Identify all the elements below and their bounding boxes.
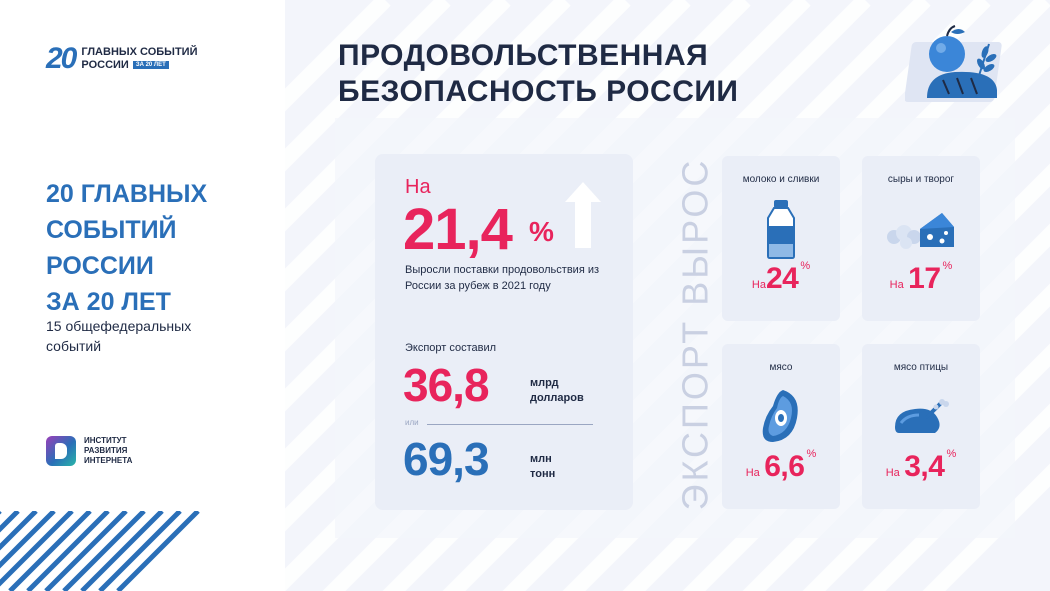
meat-steak-icon [762,389,798,442]
or-label: или [405,418,419,427]
unit-line: млн [530,453,552,465]
value-number: 24 [765,262,799,295]
sidebar-subtitle: 15 общефедеральных событий [46,318,192,354]
value-prefix: На [745,467,760,479]
growth-description: Выросли поставки продовольствия из Росси… [405,264,600,292]
category-card-meat: мясо На 6,6% [722,344,840,509]
decorative-stripes [0,511,200,591]
growth-value: 21,4 [403,197,513,262]
value-prefix: На [751,279,766,291]
sidebar-title-line: ЗА 20 ЛЕТ [46,288,171,316]
export-label: Экспорт составил [405,342,497,354]
logo-tag: ЗА 20 ЛЕТ [132,61,169,70]
category-label: мясо [769,362,793,373]
institute-line: ИНСТИТУТ [84,436,127,445]
vertical-label: ЭКСПОРТ ВЫРОС [672,157,718,511]
sidebar: 20 ГЛАВНЫХ СОБЫТИЙ РОССИИ ЗА 20 ЛЕТ 20 ГЛ… [0,0,285,591]
page-title: ПРОДОВОЛЬСТВЕННАЯ БЕЗОПАСНОСТЬ РОССИИ [338,38,739,110]
divider [427,424,593,425]
unit-line: тонн [530,468,556,480]
export-value-usd: 36,8 [403,359,490,411]
export-unit-tons: млн тонн [530,452,555,482]
category-card-poultry: мясо птицы На 3,4% [862,344,980,509]
category-label: сыры и творог [887,174,955,185]
export-value-tons: 69,3 [403,433,490,485]
logo-number: 20 [46,42,77,75]
logo-line-1: ГЛАВНЫХ СОБЫТИЙ [81,46,198,58]
page-title-line: ПРОДОВОЛЬСТВЕННАЯ [338,39,709,72]
main-stat-panel: На 21,4 % Выросли поставки продовольстви… [375,154,633,510]
value-unit: % [806,448,817,460]
sidebar-title-line: 20 ГЛАВНЫХ [46,180,208,208]
unit-line: млрд [530,377,559,389]
value-prefix: На [885,467,900,479]
growth-unit: % [529,216,554,247]
category-value: На24% [722,260,840,296]
milk-bottle-icon [767,199,795,259]
institute-logo: ИНСТИТУТ РАЗВИТИЯ ИНТЕРНЕТА [46,436,132,466]
vertical-label-text: ЭКСПОРТ ВЫРОС [674,157,715,511]
institute-line: ИНТЕРНЕТА [84,456,133,465]
cheese-icon [887,212,954,249]
sidebar-title: 20 ГЛАВНЫХ СОБЫТИЙ РОССИИ ЗА 20 ЛЕТ [46,176,207,320]
category-label: мясо птицы [893,362,949,373]
category-value: На 17% [862,260,980,296]
category-label: молоко и сливки [742,174,820,185]
value-unit: % [800,260,811,272]
logo-line-2: РОССИИ [81,59,129,71]
institute-line: РАЗВИТИЯ [84,446,128,455]
category-value: На 3,4% [862,448,980,484]
category-value: На 6,6% [722,448,840,484]
unit-line: долларов [530,392,584,404]
sidebar-title-line: СОБЫТИЙ [46,216,177,244]
category-card-cheese: сыры и творог На 17% [862,156,980,321]
value-number: 6,6 [764,450,805,483]
value-prefix: На [889,279,904,291]
apple-bread-wheat-icon [905,25,1002,102]
logo: 20 ГЛАВНЫХ СОБЫТИЙ РОССИИ ЗА 20 ЛЕТ [46,42,197,76]
export-unit-usd: млрд долларов [530,376,584,406]
arrow-up-icon [565,182,601,248]
value-unit: % [946,448,957,460]
value-unit: % [942,260,953,272]
sidebar-title-line: РОССИИ [46,252,154,280]
page-title-line: БЕЗОПАСНОСТЬ РОССИИ [338,75,739,108]
institute-mark-icon [46,436,76,466]
value-number: 3,4 [904,450,945,483]
roast-chicken-icon [895,398,949,433]
value-number: 17 [908,262,941,295]
growth-prefix: На [405,176,431,198]
category-card-milk: молоко и сливки На24% [722,156,840,321]
